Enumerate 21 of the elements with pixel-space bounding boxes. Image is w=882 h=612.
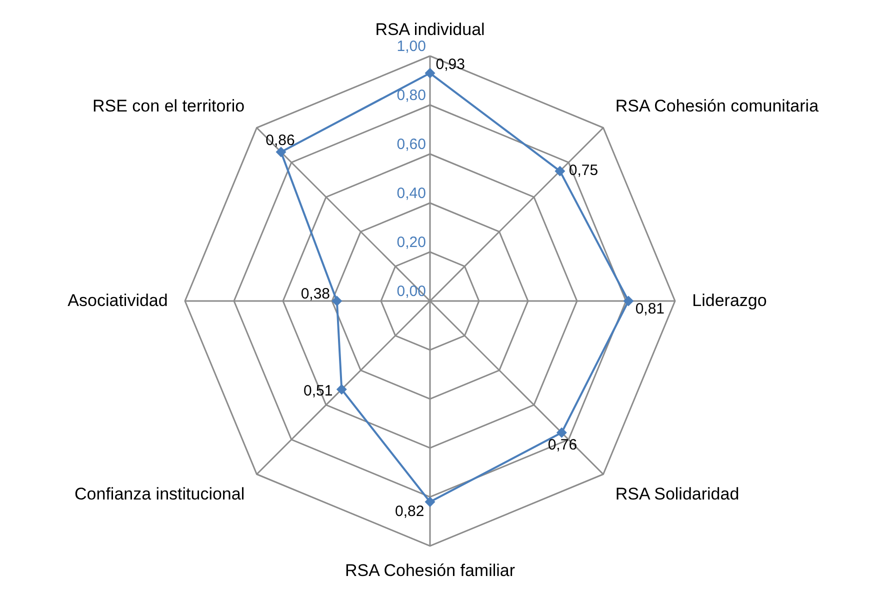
- y-tick-label: 0,60: [396, 136, 426, 153]
- data-label: 0,51: [303, 382, 333, 400]
- spoke-label: RSE con el territorio: [92, 96, 245, 116]
- y-tick-label: 1,00: [396, 38, 426, 55]
- data-label: 0,81: [635, 300, 665, 318]
- spoke-label: RSA Solidaridad: [615, 484, 740, 504]
- data-label: 0,82: [395, 503, 424, 520]
- y-tick-label: 0,80: [396, 87, 426, 104]
- data-label: 0,38: [300, 285, 330, 302]
- y-tick-label: 0,20: [396, 234, 426, 251]
- spoke-label: RSA Cohesión familiar: [344, 561, 516, 580]
- spoke-label: RSA Cohesión comunitaria: [615, 96, 820, 116]
- spoke-label: Liderazgo: [692, 291, 767, 310]
- spoke-label: Asociatividad: [68, 291, 168, 310]
- data-label: 0,93: [436, 56, 465, 73]
- spoke-label: RSA individual: [375, 20, 485, 39]
- y-tick-label: 0,40: [396, 185, 426, 202]
- spoke-label: Confianza institucional: [74, 484, 245, 504]
- data-label: 0,76: [548, 436, 578, 454]
- data-label: 0,86: [266, 132, 295, 150]
- data-label: 0,75: [568, 162, 598, 180]
